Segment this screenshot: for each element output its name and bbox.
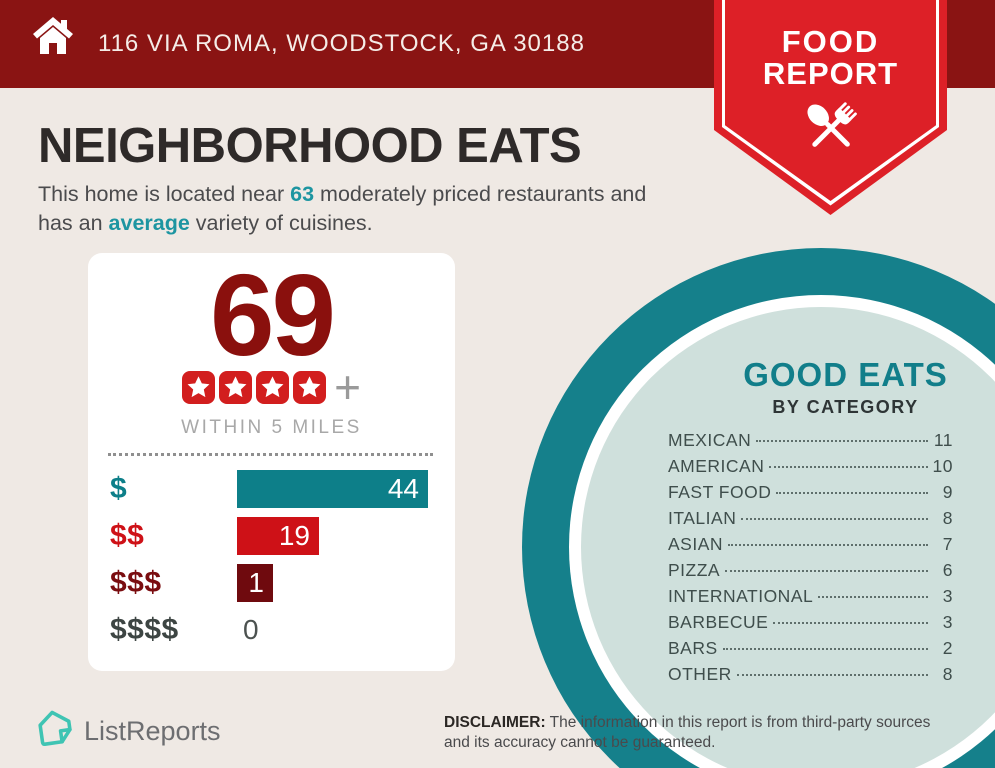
home-icon (30, 13, 76, 62)
category-label: OTHER (668, 664, 732, 684)
dotted-leader (776, 492, 928, 494)
category-count: 10 (932, 456, 953, 476)
category-label: BARS (668, 638, 718, 658)
price-bar-row: $$$$ 0 (110, 611, 436, 649)
category-row: BARBECUE 3 (668, 612, 953, 638)
category-count: 6 (942, 560, 953, 580)
good-eats-header: GOOD EATS BY CATEGORY (688, 356, 995, 418)
category-count: 8 (942, 508, 953, 528)
category-label: AMERICAN (668, 456, 765, 476)
category-count: 7 (942, 534, 953, 554)
bar: 19 (237, 517, 319, 555)
dotted-leader (773, 622, 928, 624)
plus-sign: + (334, 361, 361, 413)
dotted-divider (108, 453, 433, 456)
good-eats-title: GOOD EATS (743, 356, 948, 393)
variety-rating: average (108, 211, 190, 236)
disclaimer: DISCLAIMER: The information in this repo… (444, 713, 960, 752)
category-row: OTHER 8 (668, 664, 953, 690)
disclaimer-label: DISCLAIMER: (444, 714, 546, 731)
subtitle-text: This home is located near (38, 182, 291, 206)
star-icon (219, 371, 253, 404)
category-count: 9 (942, 482, 953, 502)
bar-value: 19 (278, 520, 310, 551)
price-bar-row: $$ 19 (110, 517, 436, 555)
category-label: PIZZA (668, 560, 721, 580)
category-row: FAST FOOD 9 (668, 482, 953, 508)
star-icon (293, 371, 327, 404)
star-icon (182, 371, 216, 404)
price-tier-label: $$$$ (110, 613, 179, 646)
price-bars: $44 $$ 19 $$$ 1 $$$$ 0 (110, 470, 436, 658)
bar-track: 1 (237, 564, 436, 602)
price-tier-label: $$ (110, 519, 145, 552)
page-subtitle: This home is located near 63 moderately … (38, 180, 683, 238)
bar: 44 (237, 470, 428, 508)
category-row: MEXICAN 11 (668, 430, 953, 456)
dotted-leader (728, 544, 928, 546)
price-tier-label: $$$ (110, 566, 162, 599)
category-count: 3 (942, 612, 953, 632)
listreports-house-icon (36, 708, 74, 755)
bar-track: 44 (237, 470, 436, 508)
bar-value: 44 (387, 473, 419, 504)
dotted-leader (725, 570, 928, 572)
star-tiles (182, 371, 327, 404)
brand-lockup: ListReports (36, 708, 221, 755)
radius-caption: WITHIN 5 MILES (181, 417, 362, 438)
dotted-leader (736, 674, 928, 676)
bar: 1 (237, 564, 273, 602)
dotted-leader (722, 648, 928, 650)
dotted-leader (769, 466, 928, 468)
category-count: 2 (942, 638, 953, 658)
disclaimer-text: The information in this report is from t… (444, 714, 931, 751)
ribbon-title-line2: REPORT (762, 56, 899, 91)
restaurant-score: 69 (209, 250, 336, 380)
brand-name: ListReports (84, 716, 221, 746)
dotted-leader (756, 440, 928, 442)
bar-track: 0 (237, 611, 436, 649)
dotted-leader (741, 518, 928, 520)
restaurant-score-card: 69 + WITHIN 5 MILES $44 $$ 19 $$$ 1 $$$$ 0 (88, 253, 455, 671)
category-label: ITALIAN (668, 508, 737, 528)
category-count: 3 (942, 586, 953, 606)
star-icon (256, 371, 290, 404)
category-row: AMERICAN 10 (668, 456, 953, 482)
category-row: PIZZA 6 (668, 560, 953, 586)
price-tier-label: $ (110, 472, 128, 505)
dotted-leader (818, 596, 928, 598)
good-eats-circle-inner (581, 307, 995, 768)
crossed-spoon-fork-icon (797, 94, 865, 167)
category-count: 8 (942, 664, 953, 684)
category-row: ASIAN 7 (668, 534, 953, 560)
category-label: ASIAN (668, 534, 724, 554)
property-address: 116 VIA ROMA, WOODSTOCK, GA 30188 (98, 30, 585, 57)
ribbon-shape (714, 0, 947, 215)
category-row: BARS 2 (668, 638, 953, 664)
category-row: INTERNATIONAL 3 (668, 586, 953, 612)
bar-track: 19 (237, 517, 436, 555)
price-bar-row: $$$ 1 (110, 564, 436, 602)
page-title: NEIGHBORHOOD EATS (38, 119, 582, 173)
category-row: ITALIAN 8 (668, 508, 953, 534)
food-report-ribbon: FOOD REPORT (714, 0, 947, 216)
category-label: FAST FOOD (668, 482, 772, 502)
category-label: MEXICAN (668, 430, 752, 450)
good-eats-subtitle: BY CATEGORY (772, 397, 919, 417)
bar-value: 1 (248, 567, 264, 598)
price-bar-row: $44 (110, 470, 436, 508)
restaurant-count: 63 (290, 182, 315, 206)
category-list: MEXICAN 11 AMERICAN 10 FAST FOOD 9 ITALIAN 8 ASI… (668, 430, 953, 690)
bar-value: 0 (243, 614, 259, 645)
category-count: 11 (933, 430, 953, 450)
subtitle-text: variety of cuisines. (189, 211, 373, 236)
ribbon-title-line1: FOOD (781, 24, 880, 59)
category-label: INTERNATIONAL (668, 586, 814, 606)
subtitle-text: moderately priced restaurants and has an (38, 182, 647, 236)
category-label: BARBECUE (668, 612, 769, 632)
stars-row: + (88, 361, 455, 413)
